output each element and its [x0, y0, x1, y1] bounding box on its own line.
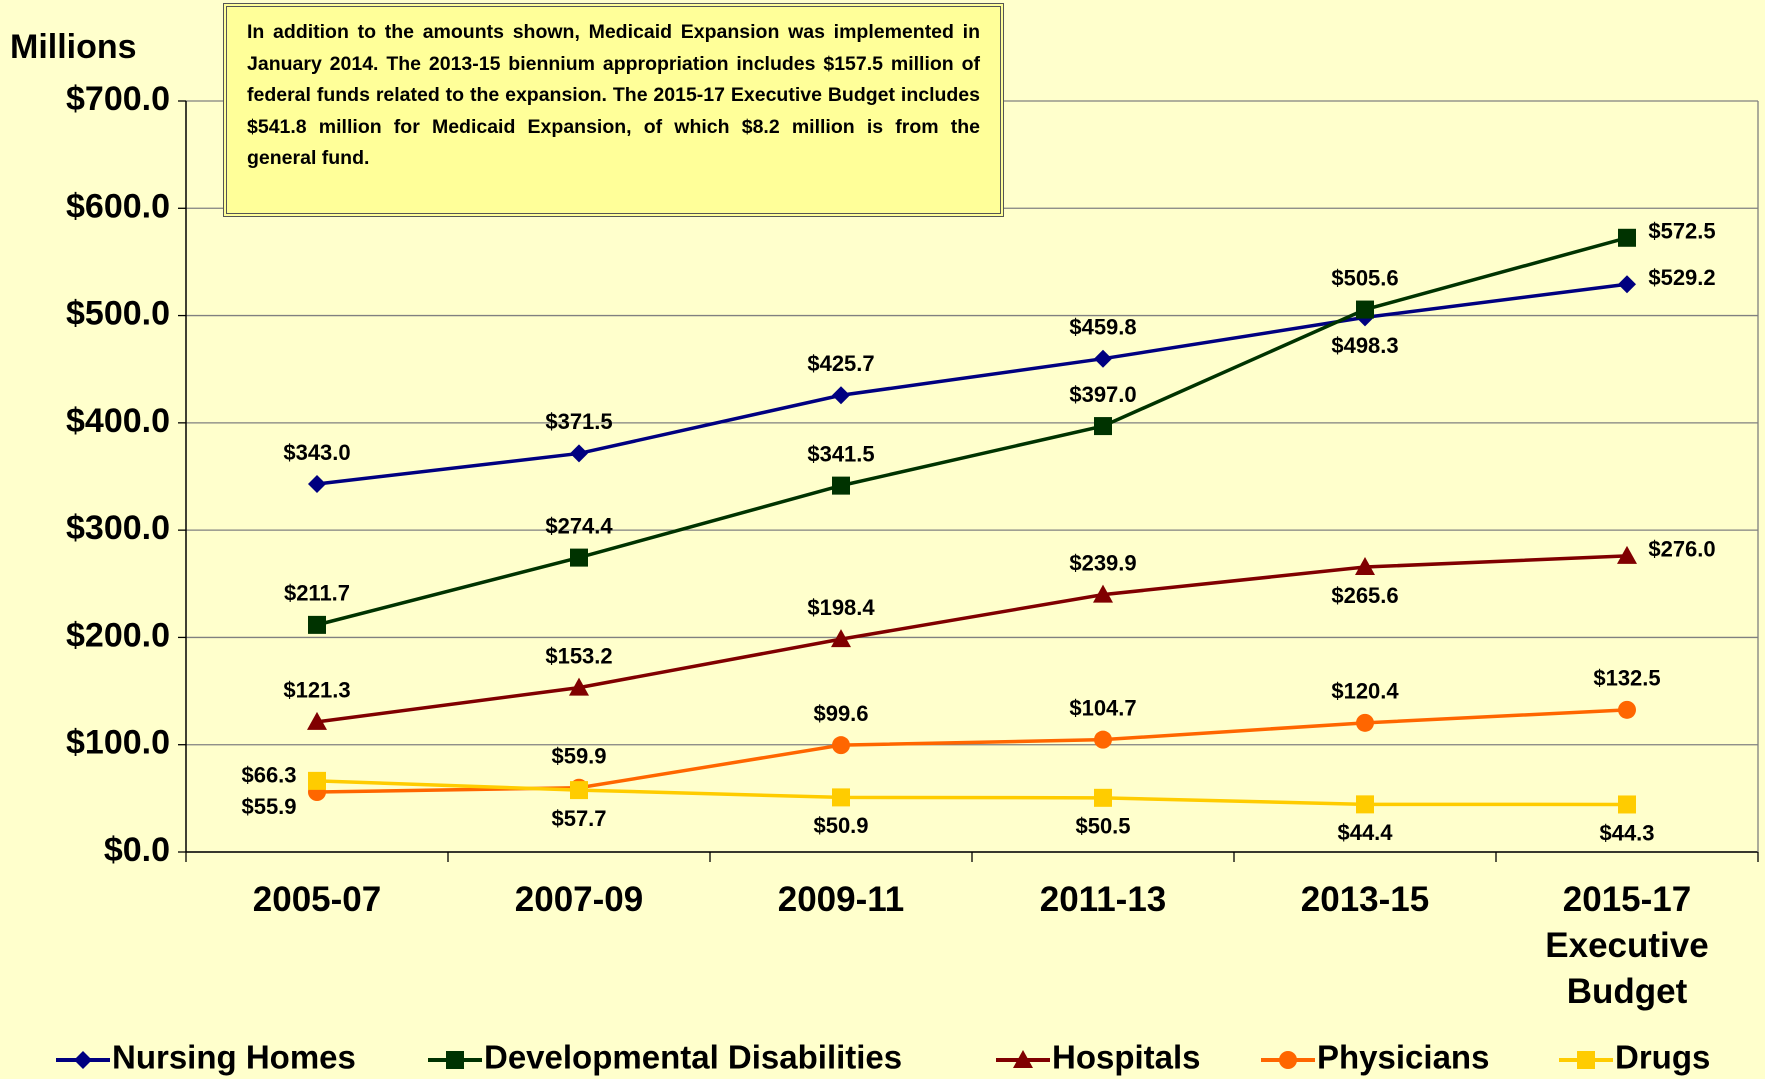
data-label: $505.6 — [1331, 265, 1398, 290]
marker — [832, 788, 850, 807]
data-label: $198.4 — [807, 595, 875, 620]
marker — [74, 1051, 92, 1069]
data-label: $57.7 — [551, 806, 606, 831]
marker — [1094, 788, 1112, 807]
x-tick-label: 2013-15 — [1300, 880, 1430, 919]
x-tick-label: 2005-07 — [252, 880, 382, 919]
marker — [1013, 1050, 1033, 1068]
marker — [831, 629, 851, 648]
series-line — [316, 708, 1628, 794]
data-label: $99.6 — [813, 701, 868, 726]
marker — [832, 386, 850, 405]
x-tick-label: 2015-17 Executive Budget — [1545, 880, 1709, 1011]
x-tick-label: 2009-11 — [777, 880, 905, 919]
legend-label: Hospitals — [1052, 1039, 1201, 1076]
data-label: $59.9 — [551, 744, 606, 769]
data-label: $153.2 — [545, 643, 612, 668]
marker — [446, 1051, 464, 1069]
marker — [308, 615, 326, 634]
data-label: $120.4 — [1331, 679, 1399, 704]
marker — [1618, 275, 1636, 294]
data-label: $274.4 — [545, 513, 613, 538]
legend-label: Drugs — [1615, 1039, 1710, 1076]
marker — [1617, 545, 1637, 564]
data-label: $104.7 — [1069, 695, 1136, 720]
marker — [1618, 795, 1636, 814]
data-label: $425.7 — [807, 351, 874, 376]
marker — [307, 711, 327, 730]
marker — [308, 771, 326, 790]
data-label: $343.0 — [283, 440, 350, 465]
data-label: $121.3 — [283, 678, 350, 703]
y-axis-label: Millions — [10, 28, 137, 66]
y-tick-label: $300.0 — [66, 509, 170, 547]
marker — [1356, 713, 1374, 732]
data-label: $459.8 — [1069, 315, 1136, 340]
marker — [1618, 228, 1636, 247]
data-label: $211.7 — [284, 581, 350, 606]
data-label: $44.3 — [1599, 820, 1654, 845]
legend-label: Physicians — [1317, 1039, 1489, 1076]
marker — [569, 677, 589, 696]
y-tick-label: $600.0 — [66, 187, 170, 225]
marker — [1094, 349, 1112, 368]
data-label: $44.4 — [1337, 820, 1393, 845]
data-label: $50.9 — [813, 813, 868, 838]
marker — [570, 548, 588, 567]
data-label: $341.5 — [807, 441, 874, 466]
y-tick-label: $700.0 — [66, 80, 170, 118]
data-label: $66.3 — [241, 763, 296, 788]
data-label: $50.5 — [1075, 814, 1130, 839]
series-line — [316, 554, 1628, 724]
legend-label: Nursing Homes — [112, 1039, 356, 1076]
data-label: $498.3 — [1331, 333, 1398, 358]
y-tick-label: $0.0 — [104, 831, 170, 869]
marker — [1356, 795, 1374, 814]
data-label: $371.5 — [545, 409, 612, 434]
marker — [308, 475, 326, 494]
data-label: $265.6 — [1331, 583, 1398, 608]
marker — [1094, 730, 1112, 749]
x-tick-label: 2007-09 — [514, 880, 644, 919]
series-line — [316, 236, 1628, 627]
marker — [832, 736, 850, 755]
series-line — [316, 282, 1628, 486]
data-label: $529.2 — [1648, 265, 1715, 290]
annotation: In addition to the amounts shown, Medica… — [223, 3, 1004, 217]
y-tick-label: $500.0 — [66, 295, 170, 333]
legend-label: Developmental Disabilities — [484, 1039, 902, 1076]
marker — [1355, 557, 1375, 576]
data-label: $276.0 — [1648, 537, 1715, 562]
data-label: $239.9 — [1069, 550, 1136, 575]
marker — [1577, 1051, 1595, 1069]
data-label: $397.0 — [1069, 382, 1136, 407]
marker — [1279, 1051, 1297, 1069]
data-label: $572.5 — [1648, 219, 1715, 244]
marker — [570, 444, 588, 463]
marker — [832, 476, 850, 495]
marker — [570, 781, 588, 800]
marker — [1356, 300, 1374, 319]
marker — [1093, 584, 1113, 603]
y-tick-label: $100.0 — [66, 724, 170, 762]
marker — [1618, 700, 1636, 719]
y-tick-label: $400.0 — [66, 402, 170, 440]
data-label: $55.9 — [241, 794, 296, 819]
x-tick-label: 2011-13 — [1039, 880, 1167, 919]
series-line — [316, 779, 1628, 807]
y-tick-label: $200.0 — [66, 616, 170, 654]
data-label: $132.5 — [1593, 666, 1660, 691]
marker — [1094, 417, 1112, 436]
